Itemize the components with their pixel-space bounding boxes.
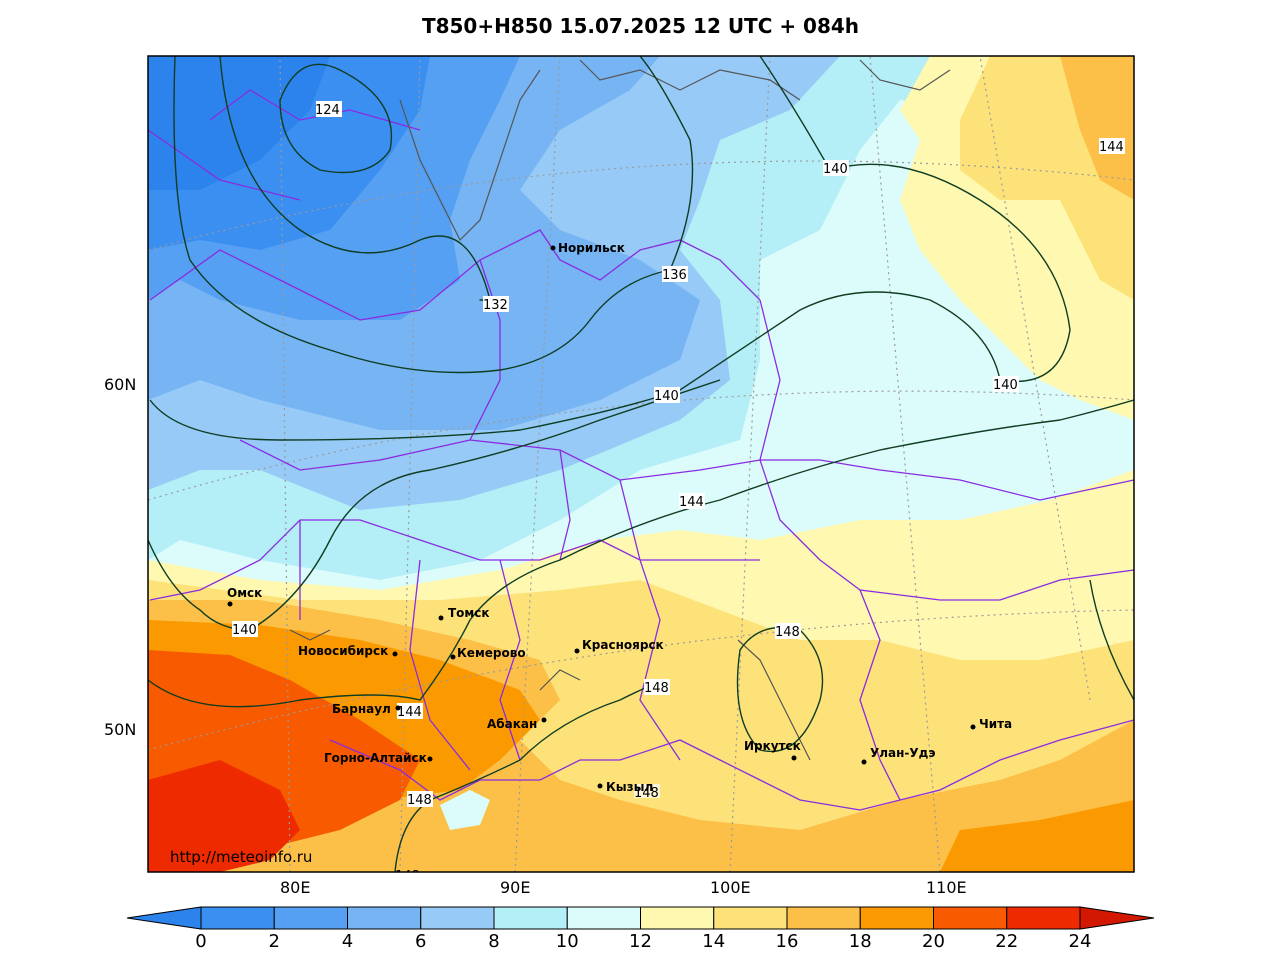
colorbar-tick-label: 6 <box>415 931 427 952</box>
colorbar-segment <box>493 906 568 930</box>
city-label: Горно-Алтайск <box>324 751 427 765</box>
colorbar-tick-label: 10 <box>555 931 579 952</box>
lat-label-60n: 60N <box>104 375 137 394</box>
contour-label: 148 <box>395 869 420 884</box>
contour-label: 136 <box>662 268 687 283</box>
city-label: Абакан <box>487 717 537 731</box>
city-label: Томск <box>448 606 490 620</box>
city-label: Омск <box>227 586 262 600</box>
colorbar-segment <box>347 906 422 930</box>
colorbar-tick-label: 4 <box>341 931 354 952</box>
city-label: Красноярск <box>582 638 664 652</box>
page-title: T850+H850 15.07.2025 12 UTC + 084h <box>421 14 860 38</box>
city-label: Чита <box>979 717 1012 731</box>
contour-label: 144 <box>679 495 704 510</box>
colorbar-segment <box>566 906 641 930</box>
colorbar-tick-label: 18 <box>848 931 872 952</box>
contour-label: 148 <box>407 793 432 808</box>
colorbar-segment <box>273 906 348 930</box>
city-label: Кызыл <box>606 780 653 794</box>
colorbar-tick-label: 20 <box>922 931 945 952</box>
colorbar-tick-label: 16 <box>775 931 799 952</box>
lon-label-100e: 100E <box>710 878 751 897</box>
contour-label: 148 <box>644 681 669 696</box>
contour-label: 140 <box>232 623 257 638</box>
colorbar-tick-label: 0 <box>195 931 207 952</box>
colorbar-segment <box>200 906 275 930</box>
colorbar-tick-label: 24 <box>1068 931 1092 952</box>
city-label: Норильск <box>558 241 625 255</box>
city-label: Кемерово <box>457 646 526 660</box>
colorbar-segment <box>420 906 495 930</box>
contour-label: 140 <box>823 162 848 177</box>
contour-label: 140 <box>654 389 679 404</box>
colorbar-tick-label: 8 <box>488 931 500 952</box>
lon-label-110e: 110E <box>926 878 967 897</box>
contour-label: 144 <box>1099 140 1124 155</box>
map-frame <box>147 55 1135 873</box>
colorbar-tick-label: 12 <box>629 931 652 952</box>
city-label: Иркутск <box>744 739 801 753</box>
contour-label: 140 <box>993 378 1018 393</box>
colorbar-segment <box>933 906 1008 930</box>
colorbar-extend-high <box>1079 906 1155 930</box>
lon-label-90e: 90E <box>500 878 531 897</box>
contour-label: 124 <box>315 103 340 118</box>
colorbar-tick-label: 14 <box>702 931 726 952</box>
colorbar-extend-low <box>126 906 202 930</box>
colorbar-segment <box>786 906 861 930</box>
city-label: Новосибирск <box>298 644 388 658</box>
temperature-field: 124 132 136 140 140 140 140 144 144 144 … <box>148 56 1134 884</box>
colorbar-tick-label: 22 <box>995 931 1019 952</box>
lat-label-50n: 50N <box>104 720 137 739</box>
watermark: http://meteoinfo.ru <box>170 848 312 866</box>
city-label: Улан-Удэ <box>870 746 935 760</box>
lon-label-80e: 80E <box>280 878 311 897</box>
city-label: Барнаул <box>332 702 391 716</box>
contour-label: 148 <box>775 625 800 640</box>
colorbar-segment <box>640 906 715 930</box>
colorbar-segment <box>859 906 934 930</box>
colorbar-segment <box>1006 906 1081 930</box>
contour-label: 132 <box>483 298 508 313</box>
contour-label: 144 <box>397 705 422 720</box>
colorbar <box>126 906 1155 930</box>
contour-label: 148 <box>634 786 659 801</box>
colorbar-tick-label: 2 <box>268 931 280 952</box>
colorbar-segment <box>713 906 788 930</box>
